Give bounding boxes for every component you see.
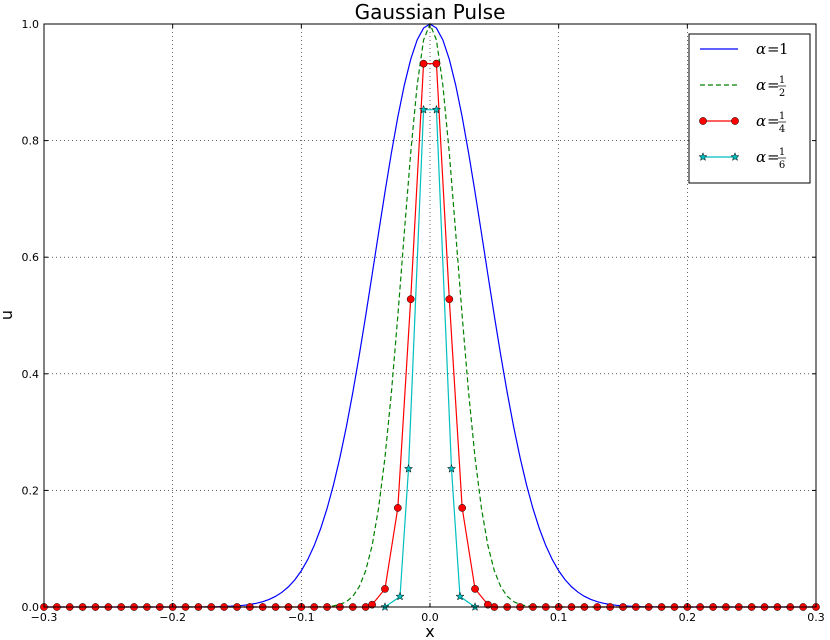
axis-ticks: −0.3 −0.2 −0.1 0.0 0.1 0.2 0.3 0.0 0.2 0.4 0.6 0.8 1… — [22, 18, 825, 624]
y-tick-label: 0.4 — [22, 368, 40, 381]
legend-marker — [699, 117, 707, 125]
data-point — [455, 591, 465, 601]
legend-label-eq: = — [767, 112, 780, 130]
legend-label-numerator: 1 — [779, 147, 785, 158]
legend-label-eq: = — [767, 40, 780, 58]
x-tick-label: −0.2 — [159, 611, 186, 624]
data-point — [381, 585, 389, 593]
chart-title: Gaussian Pulse — [355, 0, 506, 24]
legend-label-symbol: α — [756, 76, 766, 94]
data-point — [406, 295, 415, 304]
y-tick-label: 0.2 — [22, 484, 40, 497]
data-point — [368, 600, 376, 609]
y-tick-label: 0.6 — [22, 251, 40, 264]
data-point — [432, 59, 441, 68]
data-point — [471, 585, 479, 593]
series-4 — [380, 104, 480, 611]
legend-label-denominator: 4 — [779, 124, 785, 135]
legend-label-denominator: 6 — [779, 160, 785, 171]
legend-entry-1: α = 1 — [700, 40, 789, 58]
data-point — [419, 59, 428, 68]
x-tick-label: −0.1 — [288, 611, 315, 624]
y-tick-label: 1.0 — [22, 18, 40, 31]
series-line — [384, 109, 476, 608]
legend-label-eq: = — [767, 76, 780, 94]
legend-label-symbol: α — [756, 40, 766, 58]
legend-label-symbol: α — [756, 112, 766, 130]
y-tick-label: 0.8 — [22, 135, 40, 148]
legend-entry-3: α = 1 4 — [699, 111, 786, 135]
data-point — [445, 295, 454, 304]
data-point — [395, 591, 405, 601]
y-tick-label: 0.0 — [22, 601, 40, 614]
legend-label-numerator: 1 — [779, 75, 785, 86]
plot-background — [44, 24, 816, 607]
legend-label-denominator: 2 — [779, 88, 785, 99]
data-point — [393, 504, 402, 512]
x-tick-label: 0.2 — [679, 611, 697, 624]
legend-entry-4: α = 1 6 — [698, 147, 786, 171]
legend: α = 1α = 12α = 14α = 16 — [688, 33, 811, 184]
legend-marker — [731, 117, 739, 125]
legend-label-value: 1 — [779, 40, 789, 58]
data-point — [446, 463, 457, 473]
data-point — [403, 463, 414, 473]
x-tick-label: −0.3 — [31, 611, 58, 624]
data-point — [458, 504, 467, 512]
legend-marker — [730, 152, 740, 161]
data-point — [431, 104, 442, 114]
x-tick-label: 0.0 — [421, 611, 439, 624]
x-tick-label: 0.3 — [807, 611, 825, 624]
legend-entry-2: α = 1 2 — [700, 75, 786, 99]
y-axis-label: u — [0, 310, 16, 320]
legend-label-eq: = — [767, 148, 780, 166]
legend-label-numerator: 1 — [779, 111, 785, 122]
legend-box — [688, 33, 811, 184]
data-point — [418, 104, 429, 114]
legend-marker — [698, 152, 708, 161]
grid-lines — [44, 24, 816, 607]
x-axis-label: x — [425, 622, 434, 640]
legend-label-symbol: α — [756, 148, 766, 166]
x-tick-label: 0.1 — [550, 611, 568, 624]
